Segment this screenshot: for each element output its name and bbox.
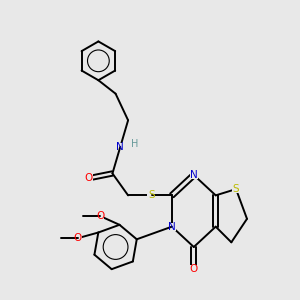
Text: N: N [168, 222, 176, 232]
Bar [232, 185, 240, 193]
Bar [190, 265, 198, 273]
Text: O: O [190, 264, 198, 274]
Text: O: O [96, 211, 104, 221]
Text: N: N [190, 170, 198, 180]
Text: S: S [233, 184, 239, 194]
Text: H: H [131, 139, 138, 149]
Bar [85, 174, 93, 182]
Bar [74, 234, 82, 242]
Text: O: O [74, 233, 82, 243]
Bar [116, 143, 125, 151]
Text: S: S [148, 190, 155, 200]
Bar [96, 212, 104, 220]
Text: N: N [116, 142, 124, 152]
Bar [148, 191, 156, 199]
Bar [168, 223, 176, 231]
Text: O: O [85, 173, 93, 183]
Bar [190, 171, 198, 179]
